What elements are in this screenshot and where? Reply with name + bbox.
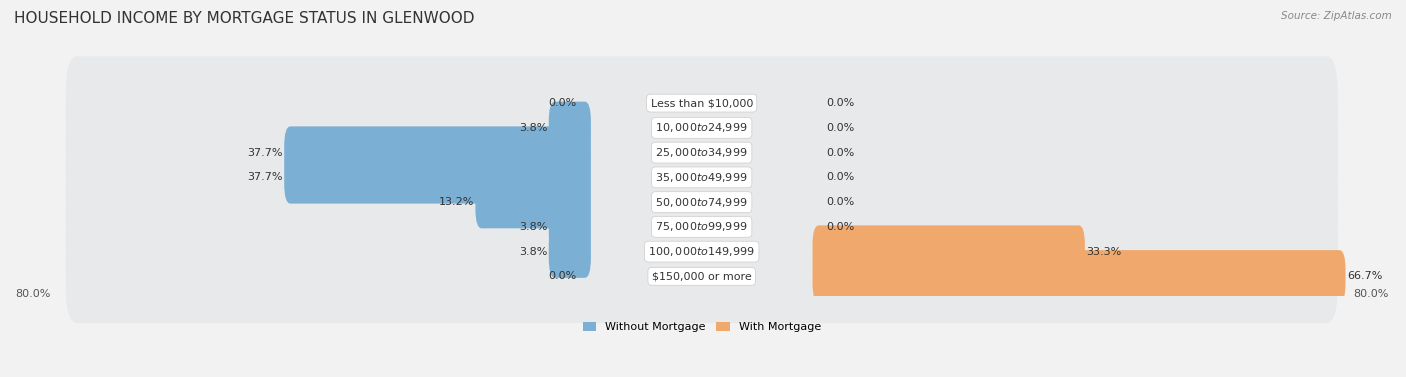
FancyBboxPatch shape — [66, 130, 1337, 224]
FancyBboxPatch shape — [548, 102, 591, 154]
FancyBboxPatch shape — [548, 225, 591, 278]
FancyBboxPatch shape — [284, 126, 591, 179]
FancyBboxPatch shape — [813, 250, 1346, 303]
Text: 0.0%: 0.0% — [827, 148, 855, 158]
Text: 0.0%: 0.0% — [827, 98, 855, 108]
FancyBboxPatch shape — [66, 56, 1337, 150]
Text: 13.2%: 13.2% — [439, 197, 474, 207]
Text: 0.0%: 0.0% — [548, 271, 576, 281]
Text: 0.0%: 0.0% — [827, 123, 855, 133]
FancyBboxPatch shape — [66, 81, 1337, 175]
Text: Source: ZipAtlas.com: Source: ZipAtlas.com — [1281, 11, 1392, 21]
FancyBboxPatch shape — [66, 106, 1337, 199]
Text: $10,000 to $24,999: $10,000 to $24,999 — [655, 121, 748, 134]
Text: 80.0%: 80.0% — [1353, 289, 1389, 299]
Text: 37.7%: 37.7% — [247, 172, 283, 182]
Text: 0.0%: 0.0% — [827, 172, 855, 182]
Text: Less than $10,000: Less than $10,000 — [651, 98, 752, 108]
Text: $100,000 to $149,999: $100,000 to $149,999 — [648, 245, 755, 258]
Text: $25,000 to $34,999: $25,000 to $34,999 — [655, 146, 748, 159]
Text: $150,000 or more: $150,000 or more — [652, 271, 752, 281]
Text: 66.7%: 66.7% — [1347, 271, 1382, 281]
FancyBboxPatch shape — [548, 201, 591, 253]
Text: 37.7%: 37.7% — [247, 148, 283, 158]
Text: 0.0%: 0.0% — [548, 98, 576, 108]
FancyBboxPatch shape — [66, 155, 1337, 249]
Legend: Without Mortgage, With Mortgage: Without Mortgage, With Mortgage — [578, 317, 825, 337]
FancyBboxPatch shape — [66, 205, 1337, 298]
Text: 80.0%: 80.0% — [15, 289, 51, 299]
FancyBboxPatch shape — [813, 225, 1085, 278]
Text: HOUSEHOLD INCOME BY MORTGAGE STATUS IN GLENWOOD: HOUSEHOLD INCOME BY MORTGAGE STATUS IN G… — [14, 11, 475, 26]
Text: $35,000 to $49,999: $35,000 to $49,999 — [655, 171, 748, 184]
Text: 3.8%: 3.8% — [519, 222, 547, 232]
Text: 0.0%: 0.0% — [827, 222, 855, 232]
Text: 33.3%: 33.3% — [1087, 247, 1122, 257]
Text: $75,000 to $99,999: $75,000 to $99,999 — [655, 221, 748, 233]
FancyBboxPatch shape — [475, 176, 591, 228]
FancyBboxPatch shape — [284, 151, 591, 204]
Text: $50,000 to $74,999: $50,000 to $74,999 — [655, 196, 748, 208]
FancyBboxPatch shape — [66, 180, 1337, 274]
FancyBboxPatch shape — [66, 230, 1337, 323]
Text: 3.8%: 3.8% — [519, 123, 547, 133]
Text: 3.8%: 3.8% — [519, 247, 547, 257]
Text: 0.0%: 0.0% — [827, 197, 855, 207]
